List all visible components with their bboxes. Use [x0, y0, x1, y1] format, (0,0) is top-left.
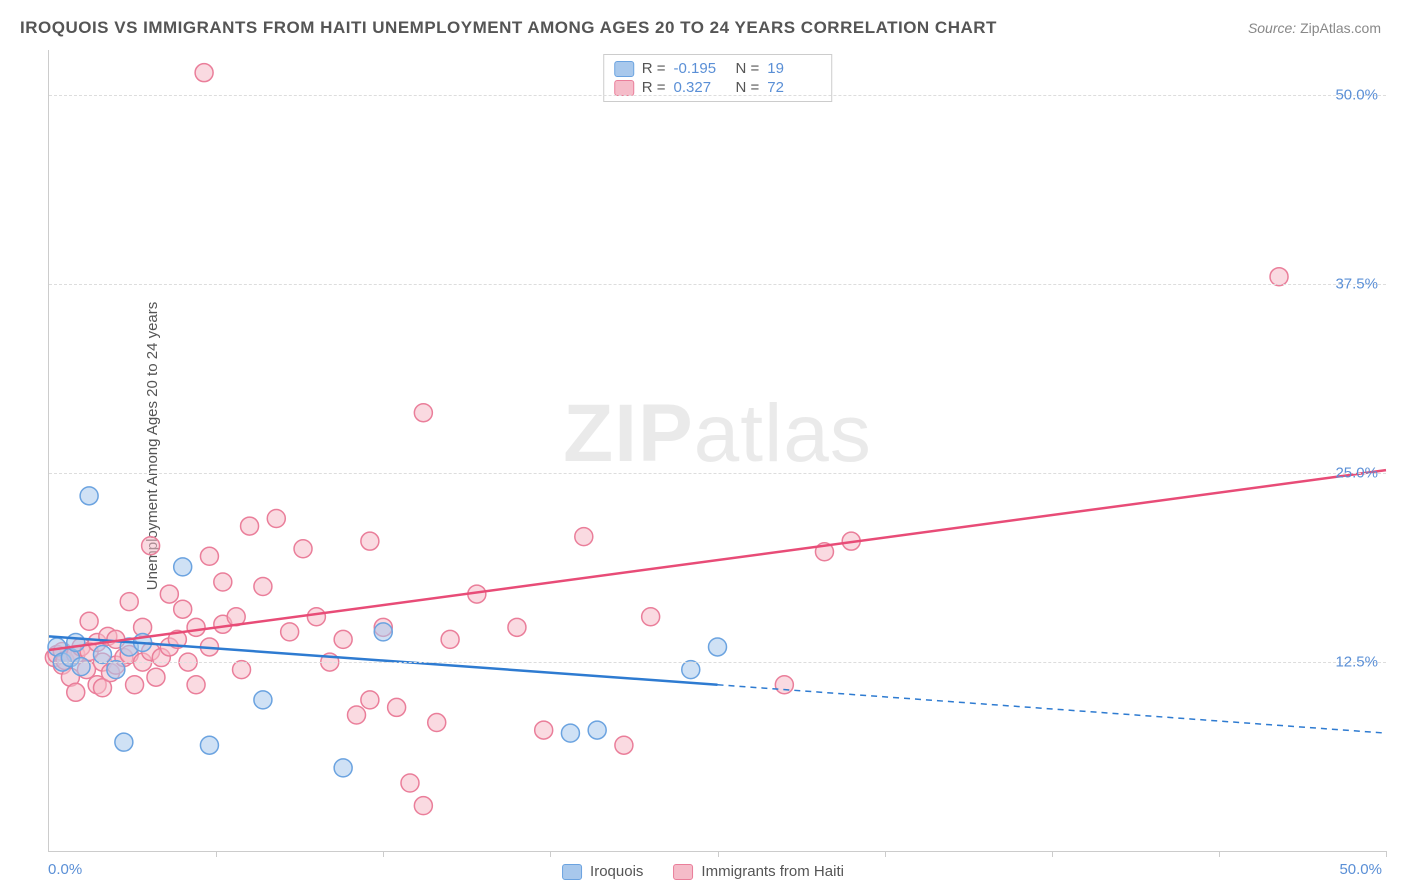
chart-container: IROQUOIS VS IMMIGRANTS FROM HAITI UNEMPL…: [0, 0, 1406, 892]
gridline: [49, 95, 1386, 96]
swatch-iroquois: [562, 864, 582, 880]
y-tick-label: 50.0%: [1335, 87, 1378, 104]
plot-area: ZIPatlas R = -0.195 N = 19 R = 0.327 N =…: [48, 50, 1386, 852]
x-tick: [383, 851, 384, 857]
gridline: [49, 662, 1386, 663]
legend-item-haiti: Immigrants from Haiti: [673, 863, 844, 880]
x-axis-min-label: 0.0%: [48, 861, 82, 878]
legend-label-iroquois: Iroquois: [590, 863, 643, 880]
x-tick: [216, 851, 217, 857]
x-tick: [1219, 851, 1220, 857]
legend-item-iroquois: Iroquois: [562, 863, 643, 880]
series-legend: Iroquois Immigrants from Haiti: [562, 863, 844, 880]
chart-title: IROQUOIS VS IMMIGRANTS FROM HAITI UNEMPL…: [20, 18, 997, 38]
y-tick-label: 12.5%: [1335, 654, 1378, 671]
x-tick: [718, 851, 719, 857]
y-tick-label: 37.5%: [1335, 276, 1378, 293]
gridline: [49, 473, 1386, 474]
x-axis-max-label: 50.0%: [1339, 861, 1382, 878]
source-attribution: Source: ZipAtlas.com: [1248, 20, 1381, 36]
gridline: [49, 284, 1386, 285]
x-tick: [1052, 851, 1053, 857]
x-tick: [885, 851, 886, 857]
scatter-plot: [49, 50, 1386, 851]
x-tick: [550, 851, 551, 857]
legend-label-haiti: Immigrants from Haiti: [701, 863, 844, 880]
x-tick: [1386, 851, 1387, 857]
y-tick-label: 25.0%: [1335, 465, 1378, 482]
source-label: Source:: [1248, 20, 1296, 36]
swatch-haiti: [673, 864, 693, 880]
source-value: ZipAtlas.com: [1300, 20, 1381, 36]
